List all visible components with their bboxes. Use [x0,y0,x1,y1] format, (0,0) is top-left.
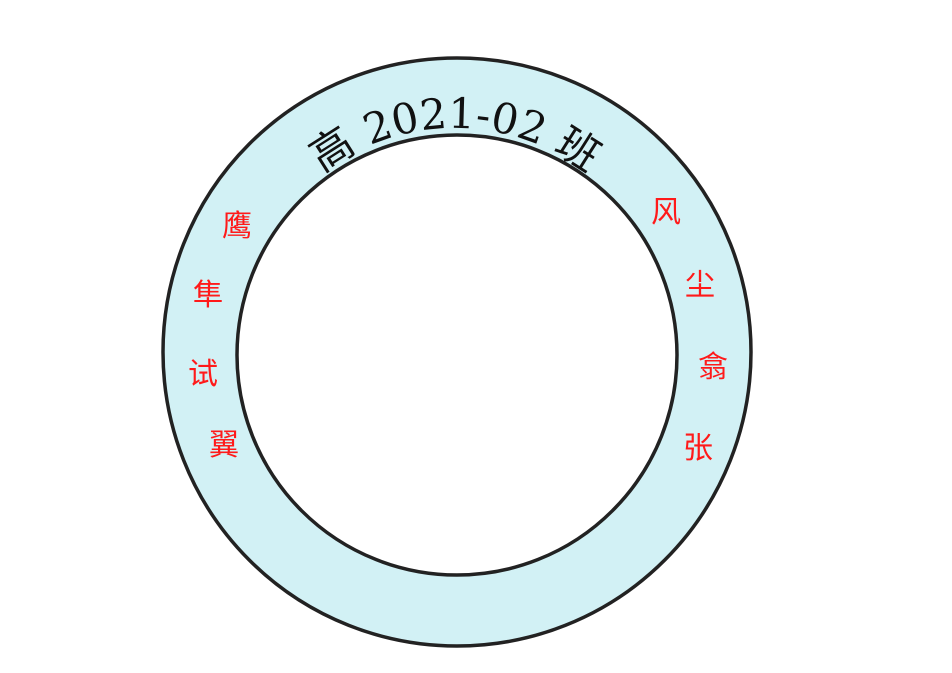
motto-left-char-3: 试 [188,357,218,392]
motto-right: 风 尘 翕 张 [651,195,728,466]
motto-left-char-2: 隼 [193,278,223,313]
motto-right-char-4: 张 [683,431,713,466]
motto-left-char-1: 鹰 [222,209,252,244]
motto-right-char-3: 翕 [698,350,728,385]
motto-right-char-1: 风 [651,195,681,230]
inner-circle [235,133,679,577]
motto-left-char-4: 翼 [209,428,239,463]
motto-right-char-2: 尘 [685,268,715,303]
motto-left: 鹰 隼 试 翼 [188,209,252,463]
